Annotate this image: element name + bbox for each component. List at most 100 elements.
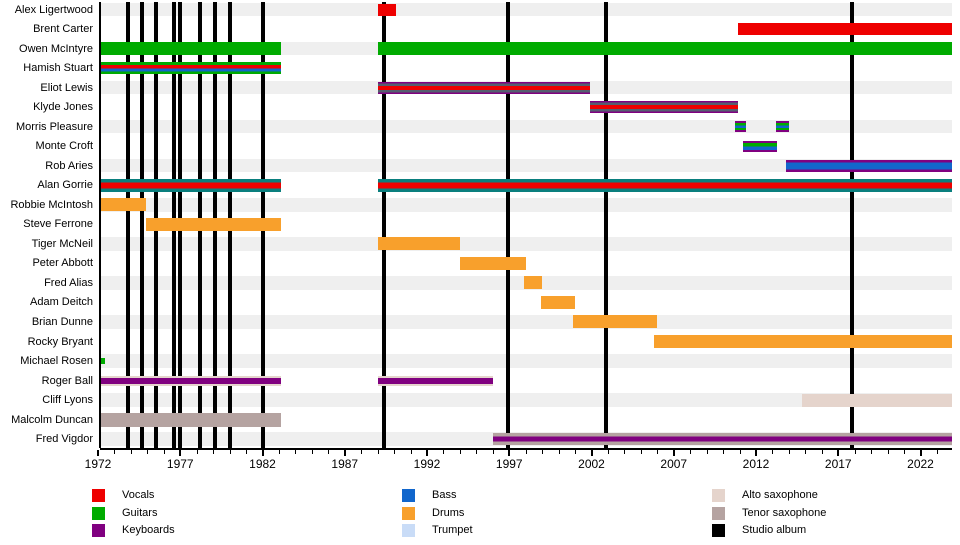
legend-swatch-tenor-saxophone [712,506,725,520]
timeline-bar [742,140,778,152]
x-axis-minor-tick [607,450,609,454]
legend-label: Keyboards [122,524,175,536]
timeline-bar [492,433,952,446]
x-axis-minor-tick [196,450,198,454]
member-name-label: Owen McIntyre [19,42,93,55]
timeline-bar [802,393,952,407]
x-axis-minor-tick [690,450,692,454]
x-axis-major-tick [837,450,840,456]
x-axis-minor-tick [213,450,215,454]
x-axis-minor-tick [394,450,396,454]
member-name-label: Peter Abbott [32,257,93,270]
x-axis-minor-tick [575,450,577,454]
timeline-bar [101,375,281,386]
member-row-band [100,2,952,17]
x-axis-major-tick [97,450,99,456]
member-row-band [100,198,952,212]
timeline-bar [785,159,952,172]
timeline-bar [573,315,658,329]
legend-swatch-trumpet [402,524,415,537]
member-name-label: Rob Aries [45,159,93,172]
legend-label: Bass [432,489,457,501]
timeline-bar [377,375,493,386]
member-name-label: Adam Deitch [30,296,93,309]
x-axis-minor-tick [887,450,889,454]
x-axis-minor-tick [377,450,379,454]
x-axis-tick-label: 1987 [331,457,359,471]
member-name-label: Morris Pleasure [15,120,93,133]
member-name-label: Monte Croft [35,140,93,153]
legend-swatch-drums [402,506,415,520]
x-axis-major-tick [508,450,511,456]
member-row-band [100,393,952,407]
legend-label: Guitars [122,506,158,519]
member-name-label: Robbie McIntosh [10,198,93,211]
member-name-label: Alan Gorrie [37,179,93,192]
x-axis-minor-tick [410,450,412,454]
member-name-label: Roger Ball [41,374,93,387]
timeline-bar [377,237,460,251]
member-name-label: Klyde Jones [33,101,93,114]
x-axis-minor-tick [295,450,297,454]
timeline-bar [377,42,952,56]
x-axis-major-tick [590,450,593,456]
x-axis-tick-label: 1997 [495,457,523,471]
timeline-bar [145,217,281,231]
x-axis-minor-tick [624,450,626,454]
x-axis-tick-label: 2022 [907,457,934,471]
x-axis-minor-tick [788,450,790,454]
legend-label: Alto saxophone [742,489,818,501]
legend-swatch-studio-album [712,524,725,537]
x-axis-minor-tick [871,450,873,454]
x-axis-minor-tick [723,450,725,454]
x-axis-major-tick [343,450,346,456]
timeline-bar [734,121,747,133]
legend-label: Drums [432,506,465,519]
x-axis-minor-tick [278,450,280,454]
x-axis-tick-label: 2007 [660,457,688,471]
x-axis-minor-tick [492,450,494,454]
studio-album-line [125,2,130,448]
member-name-label: Cliff Lyons [42,394,93,407]
y-axis-line [99,2,101,448]
member-name-label: Hamish Stuart [23,62,93,75]
timeline-bar [540,295,576,309]
x-axis-tick-label: 1982 [249,457,276,471]
x-axis-major-tick [179,450,182,456]
x-axis-minor-tick [904,450,906,454]
member-name-label: Rocky Bryant [27,335,93,348]
legend-label: Vocals [122,489,155,501]
timeline-bar [101,42,281,56]
x-axis-minor-tick [657,450,659,454]
x-axis-tick-label: 2012 [742,457,770,471]
timeline-bar [737,23,952,36]
timeline-bar [377,3,396,16]
x-axis-minor-tick [114,450,116,454]
x-axis-minor-tick [147,450,149,454]
x-axis-tick-label: 1972 [84,457,112,471]
x-axis-minor-tick [328,450,330,454]
legend-label: Trumpet [432,524,473,536]
x-axis-minor-tick [805,450,807,454]
member-name-label: Alex Ligertwood [14,3,93,16]
x-axis-minor-tick [361,450,363,454]
x-axis-minor-tick [739,450,741,454]
x-axis-major-tick [426,450,428,456]
legend-label: Tenor saxophone [742,506,827,519]
timeline-bar [589,101,738,114]
timeline-bar [654,335,952,348]
x-axis-minor-tick [311,450,313,454]
x-axis-tick-label: 1977 [166,457,194,471]
x-axis-major-tick [672,450,675,456]
studio-album-line [604,2,609,448]
x-axis-tick-label: 2002 [578,457,605,471]
timeline-bar [524,276,543,290]
member-row-band [100,354,952,368]
x-axis-minor-tick [476,450,478,454]
member-name-label: Brian Dunne [31,315,93,328]
timeline-bar [101,62,281,75]
timeline-bar [377,81,590,94]
member-name-label: Fred Vigdor [35,433,93,446]
x-axis-tick-label: 2017 [824,457,852,471]
